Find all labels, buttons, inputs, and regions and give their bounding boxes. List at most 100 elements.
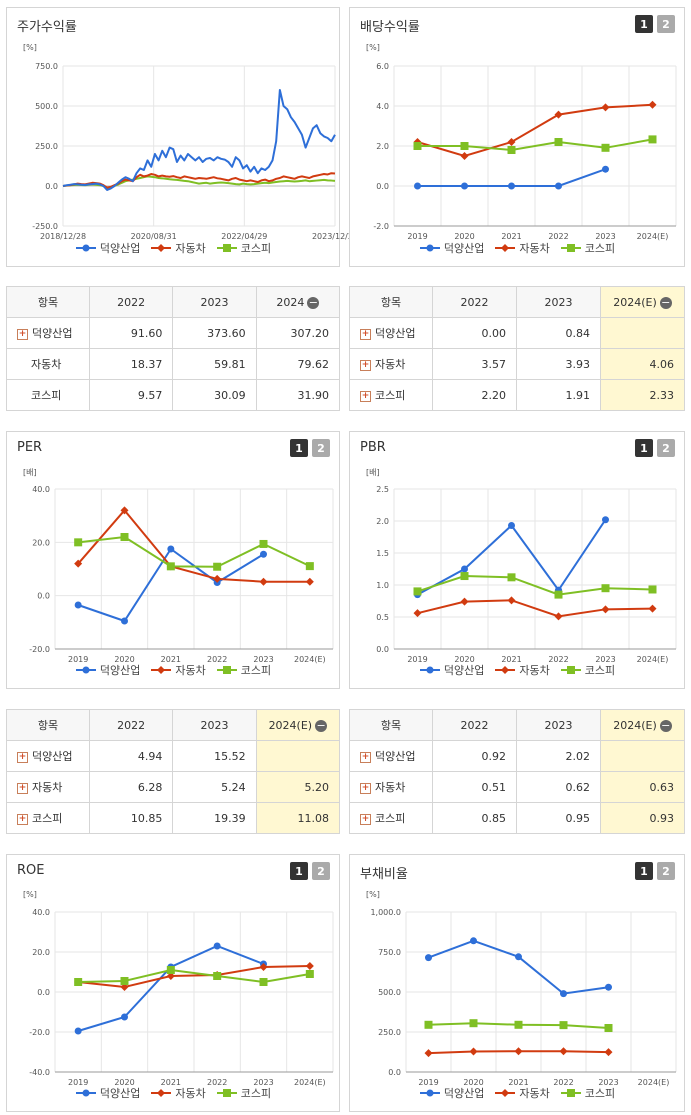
row-name[interactable]: + 자동차	[349, 771, 433, 803]
panel-title: 배당수익률	[360, 20, 420, 35]
view-1-button[interactable]: 1	[290, 439, 308, 457]
expand-icon[interactable]: +	[360, 328, 371, 340]
data-point	[648, 135, 657, 144]
expand-icon[interactable]: +	[360, 359, 371, 371]
legend-item[interactable]: 코스피	[216, 240, 271, 256]
table-cell: 18.37	[88, 348, 174, 380]
table-row: + 덕양산업 0.00 0.84	[349, 317, 685, 349]
legend-item[interactable]: 코스피	[560, 662, 615, 678]
x-tick-label: 2023	[253, 655, 273, 664]
chart-legend: 덕양산업 자동차 코스피	[7, 662, 339, 678]
view-1-button[interactable]: 1	[635, 862, 653, 880]
header-year: 2024(E) −	[600, 286, 685, 318]
table-cell	[255, 740, 341, 772]
row-name[interactable]: + 덕양산업	[349, 740, 433, 772]
table-row: 자동차 18.37 59.81 79.62	[6, 348, 341, 380]
x-tick-label: 2019	[407, 232, 427, 241]
legend-item[interactable]: 덕양산업	[75, 240, 140, 256]
stock-return-panel: 주가수익률 [%] 750.0 500.0 250.0 0.0 -250.0 2018/1…	[6, 7, 358, 267]
legend-marker-shape	[157, 1089, 166, 1097]
table-cell: 0.63	[600, 771, 685, 803]
row-name[interactable]: + 덕양산업	[6, 317, 90, 349]
row-name[interactable]: + 덕양산업	[6, 740, 90, 772]
series-line	[62, 172, 336, 189]
expand-icon[interactable]: +	[17, 782, 28, 794]
legend-item[interactable]: 자동차	[150, 1085, 206, 1101]
legend-label: 덕양산업	[443, 242, 485, 255]
legend-item[interactable]: 덕양산업	[419, 662, 484, 678]
legend-label: 코스피	[240, 1087, 272, 1100]
header-item: 항목	[6, 709, 90, 741]
data-point	[120, 533, 129, 541]
data-point	[469, 1047, 478, 1056]
row-name[interactable]: + 코스피	[349, 379, 433, 411]
table-row: + 코스피 10.85 19.39 11.08	[6, 802, 341, 834]
legend-label: 코스피	[584, 1087, 616, 1100]
table-cell: 373.60	[172, 317, 257, 349]
x-tick-label: 2021	[501, 232, 521, 241]
y-tick-label: 750.0	[35, 62, 58, 71]
legend-item[interactable]: 코스피	[560, 240, 615, 256]
table-cell: 91.60	[88, 317, 174, 349]
legend-marker	[419, 244, 440, 252]
expand-icon[interactable]: +	[360, 390, 371, 402]
expand-icon[interactable]: +	[360, 782, 371, 794]
stock-return-table: 항목 2022 2023 2024− + 덕양산업 91.60 373.60 307.20 자동차…	[6, 286, 341, 411]
view-2-button[interactable]: 2	[312, 862, 330, 880]
row-name[interactable]: + 코스피	[349, 802, 433, 834]
view-1-button[interactable]: 1	[635, 15, 653, 33]
x-tick-label: 2022	[553, 1078, 573, 1087]
collapse-icon[interactable]: −	[659, 295, 672, 309]
legend-item[interactable]: 자동차	[150, 240, 206, 256]
view-2-button[interactable]: 2	[657, 439, 675, 457]
collapse-icon[interactable]: −	[315, 718, 328, 732]
view-1-button[interactable]: 1	[290, 862, 308, 880]
row-name[interactable]: + 덕양산업	[349, 317, 433, 349]
legend-item[interactable]: 덕양산업	[419, 1085, 484, 1101]
view-2-button[interactable]: 2	[312, 439, 330, 457]
x-tick-label: 2019	[68, 655, 88, 664]
legend-marker-shape	[82, 666, 90, 674]
data-point	[461, 565, 468, 573]
view-2-button[interactable]: 2	[657, 862, 675, 880]
header-year: 2023	[516, 709, 601, 741]
x-tick-label: 2021	[161, 655, 181, 664]
data-point	[413, 142, 422, 150]
header-year: 2022	[88, 709, 174, 741]
view-2-button[interactable]: 2	[657, 15, 675, 33]
data-point	[648, 604, 657, 613]
expand-icon[interactable]: +	[360, 813, 371, 825]
row-name[interactable]: + 코스피	[6, 802, 90, 834]
legend-label: 자동차	[519, 242, 550, 255]
expand-icon[interactable]: +	[360, 751, 371, 763]
expand-icon[interactable]: +	[17, 328, 28, 340]
expand-icon[interactable]: +	[17, 813, 28, 825]
legend-item[interactable]: 코스피	[216, 662, 271, 678]
table-cell: 0.95	[516, 802, 601, 834]
row-name[interactable]: + 자동차	[349, 348, 433, 380]
legend-item[interactable]: 자동차	[150, 662, 206, 678]
legend-item[interactable]: 덕양산업	[75, 1085, 140, 1101]
view-1-button[interactable]: 1	[635, 439, 653, 457]
row-name[interactable]: + 자동차	[6, 771, 90, 803]
legend-item[interactable]: 덕양산업	[75, 662, 140, 678]
x-tick-label: 2021	[161, 1078, 181, 1087]
expand-icon[interactable]: +	[17, 751, 28, 763]
legend-item[interactable]: 코스피	[216, 1085, 271, 1101]
series-line	[78, 968, 311, 984]
legend-item[interactable]: 코스피	[560, 1085, 615, 1101]
data-point	[461, 182, 468, 190]
data-point	[213, 942, 221, 950]
legend-marker-shape	[82, 244, 90, 252]
data-point	[213, 972, 222, 980]
collapse-icon[interactable]: −	[307, 295, 320, 309]
data-point	[514, 1020, 523, 1029]
legend-item[interactable]: 자동차	[494, 240, 550, 256]
legend-item[interactable]: 자동차	[494, 1085, 550, 1101]
legend-item[interactable]: 자동차	[494, 662, 550, 678]
collapse-icon[interactable]: −	[659, 718, 672, 732]
legend-item[interactable]: 덕양산업	[419, 240, 484, 256]
legend-marker	[495, 1089, 516, 1097]
data-point	[605, 983, 612, 991]
